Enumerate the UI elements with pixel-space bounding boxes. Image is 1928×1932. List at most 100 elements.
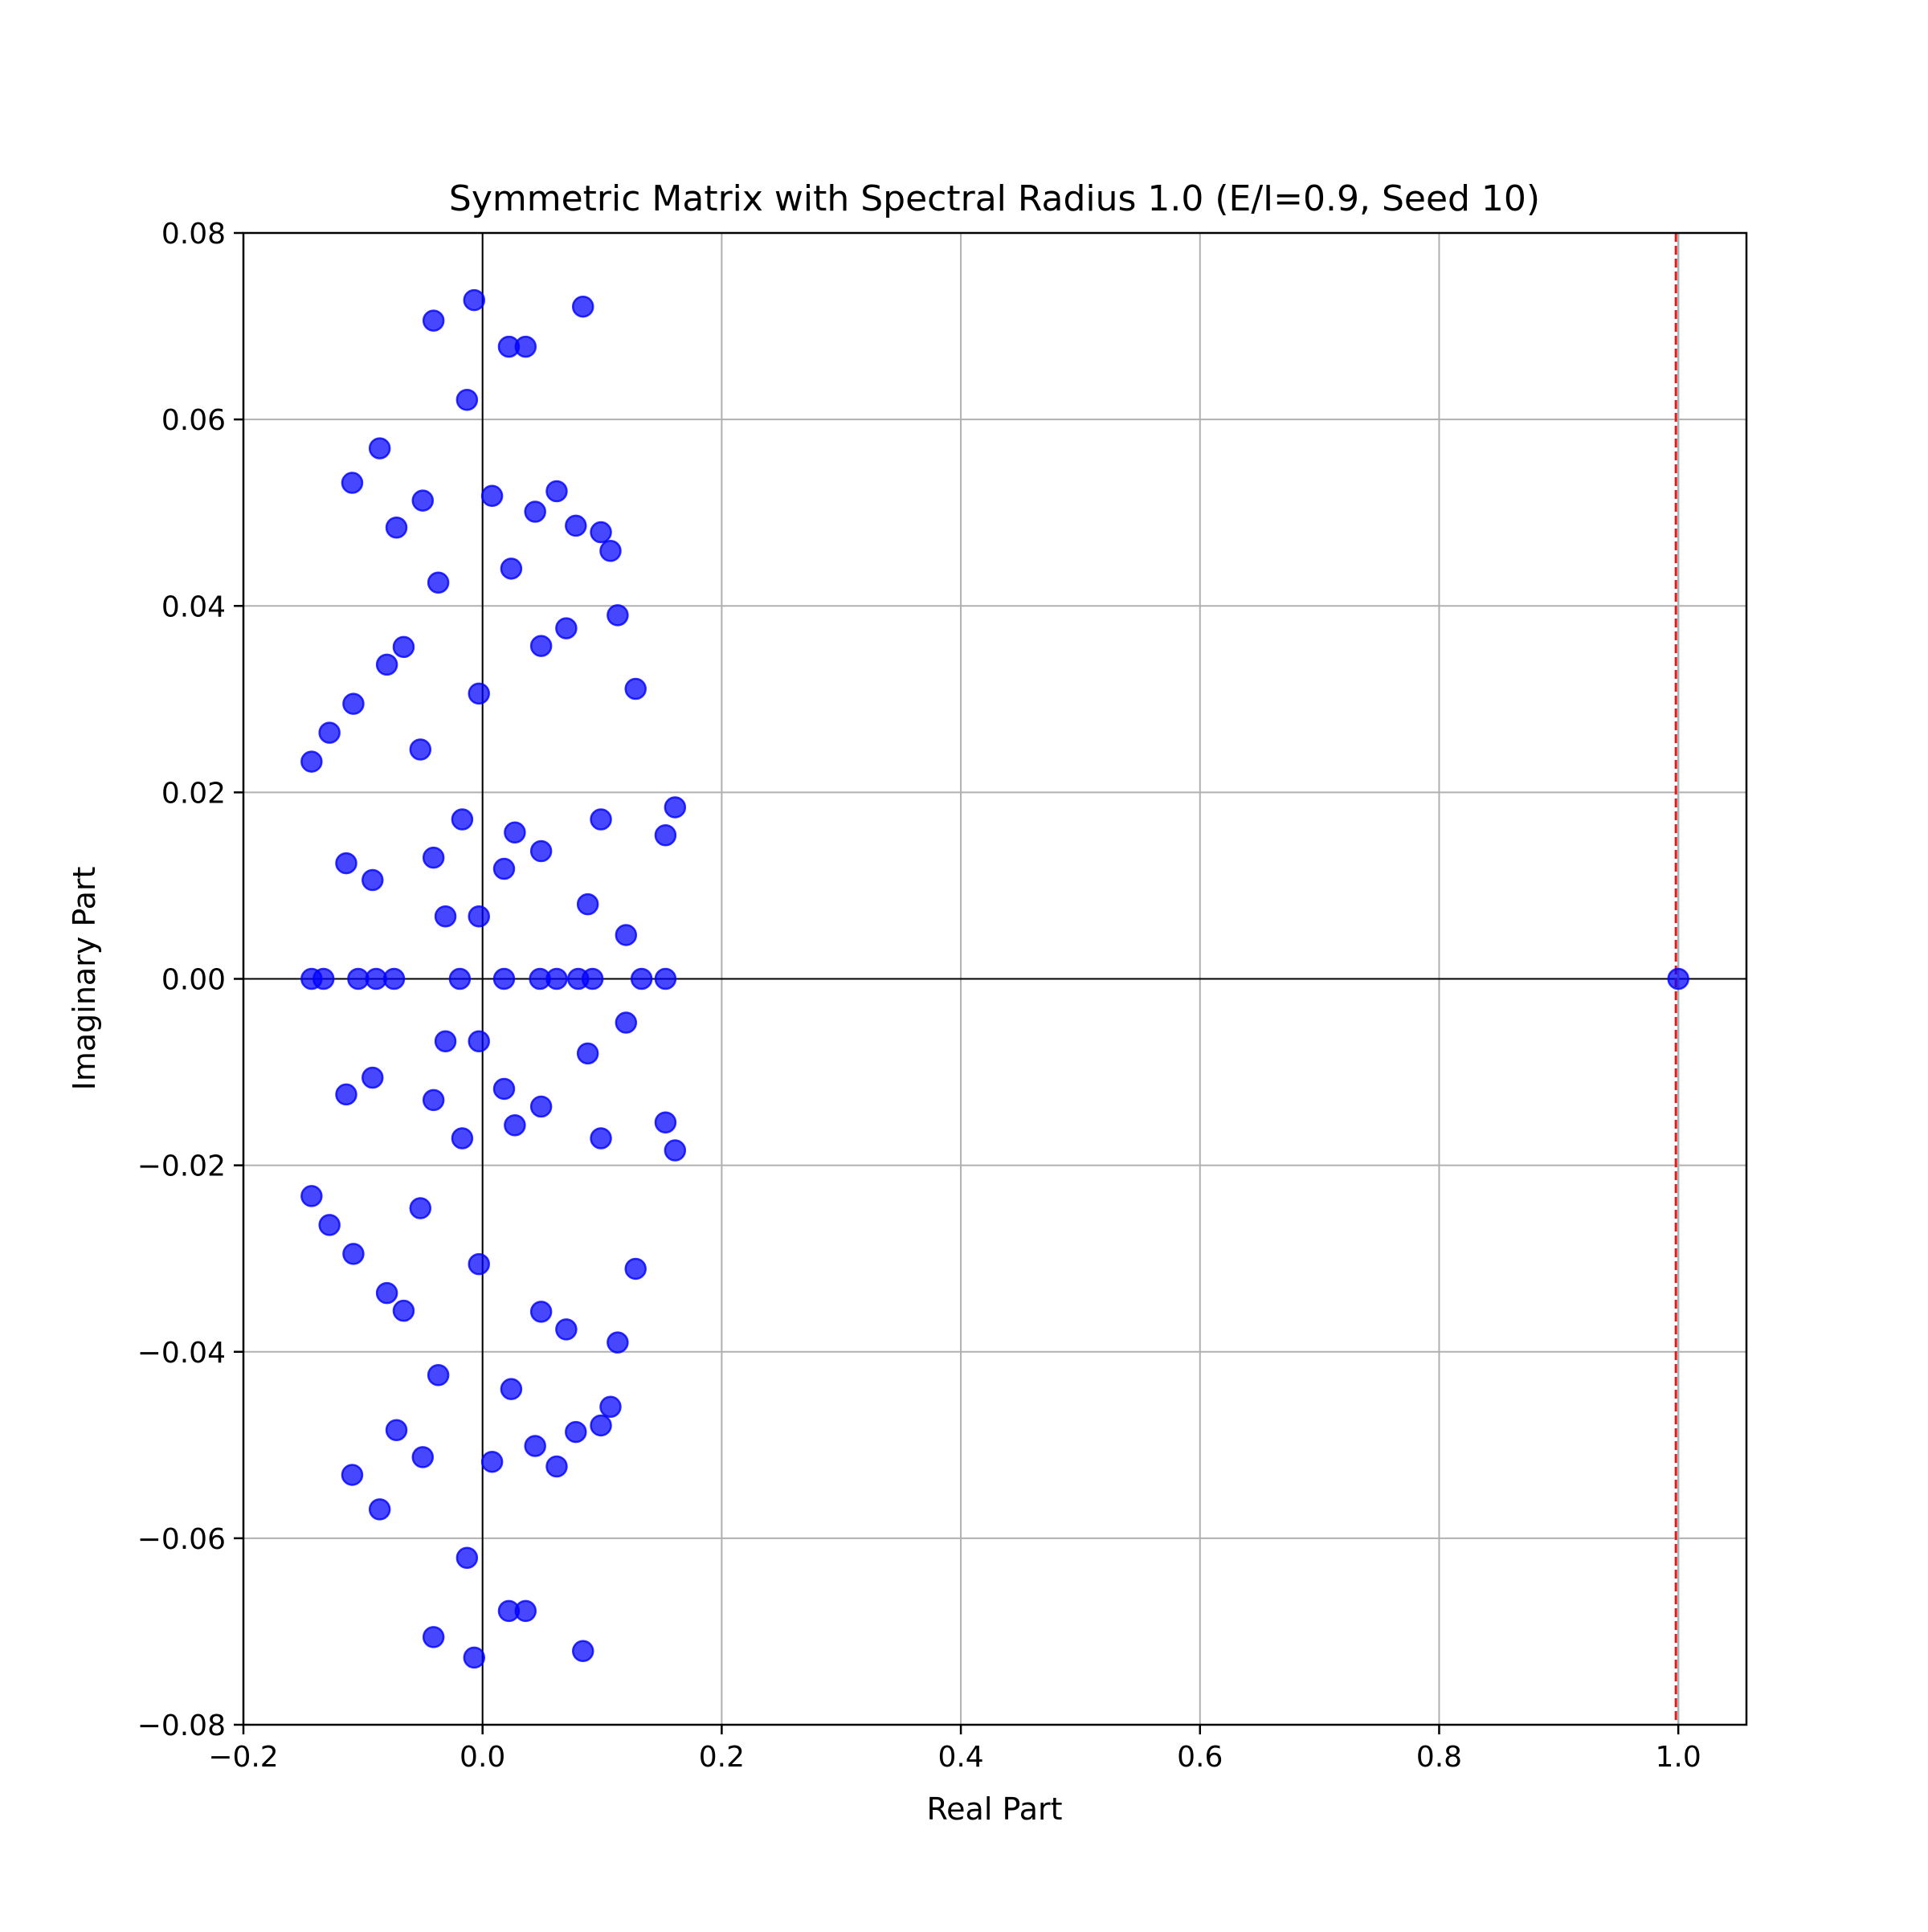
eigenvalue-point [422, 846, 445, 869]
eigenvalue-point [545, 480, 568, 503]
eigenvalue-point [576, 892, 599, 916]
eigenvalue-point [342, 692, 365, 715]
eigenvalue-point [492, 1077, 516, 1101]
y-axis-label: Imaginary Part [67, 867, 102, 1091]
eigenvalue-point [341, 1464, 364, 1486]
eigenvalue-point [545, 1455, 568, 1478]
eigenvalue-point [422, 309, 445, 332]
eigenvalue-point [451, 1127, 474, 1150]
eigenvalue-point [427, 1364, 450, 1387]
eigenvalue-point [468, 1030, 490, 1053]
eigenvalue-point [411, 489, 435, 512]
eigenvalue-point [411, 1446, 435, 1468]
y-tick-label: −0.04 [137, 1337, 226, 1370]
x-tick-label: 0.4 [937, 1741, 983, 1774]
eigenvalue-point [382, 967, 406, 991]
eigenvalue-point [654, 967, 677, 991]
eigenvalue-point [664, 796, 687, 819]
eigenvalue-point [434, 905, 457, 928]
eigenvalue-point [300, 750, 323, 773]
eigenvalue-point [565, 514, 587, 537]
eigenvalue-point [468, 682, 490, 705]
eigenvalue-point [590, 808, 612, 831]
x-tick-label: 0.6 [1177, 1741, 1223, 1774]
eigenvalue-point [448, 967, 472, 991]
eigenvalue-point [590, 521, 612, 544]
eigenvalue-point [318, 721, 341, 744]
eigenvalue-point [375, 1281, 398, 1305]
eigenvalue-point [607, 604, 629, 627]
eigenvalue-point [342, 1243, 365, 1265]
data-points [300, 288, 1689, 1669]
eigenvalue-point [590, 1127, 612, 1150]
eigenvalue-point [529, 635, 553, 657]
eigenvalue-point [630, 967, 653, 991]
eigenvalue-point [624, 1257, 647, 1281]
eigenvalue-point [492, 857, 516, 880]
eigenvalue-point [1667, 967, 1689, 991]
eigenvalue-point [514, 1599, 537, 1623]
eigenvalue-point [422, 1089, 445, 1112]
eigenvalue-point [514, 335, 537, 358]
eigenvalue-point [362, 1066, 384, 1089]
eigenvalue-point [463, 288, 486, 312]
eigenvalue-point [654, 1111, 677, 1133]
eigenvalue-point [468, 1252, 490, 1276]
eigenvalue-point [607, 1331, 629, 1354]
y-tick-label: 0.02 [161, 777, 226, 810]
x-axis-label: Real Part [926, 1791, 1062, 1827]
y-tick-label: −0.08 [137, 1709, 226, 1742]
eigenvalue-point [375, 653, 398, 676]
eigenvalue-point [599, 540, 622, 562]
eigenvalue-point [480, 484, 504, 508]
y-tick-label: −0.06 [137, 1523, 226, 1556]
eigenvalue-point [335, 1083, 357, 1106]
eigenvalue-point [392, 635, 415, 659]
x-tick-label: 0.2 [699, 1741, 745, 1774]
eigenvalue-point [555, 617, 578, 639]
eigenvalue-point [455, 1546, 479, 1569]
x-tick-label: 1.0 [1656, 1741, 1701, 1774]
eigenvalue-point [480, 1450, 504, 1473]
eigenvalue-point [463, 1646, 486, 1669]
x-tick-label: −0.2 [208, 1741, 278, 1774]
eigenvalue-point [571, 1640, 594, 1663]
eigenvalue-point [451, 808, 474, 831]
eigenvalue-point [590, 1414, 612, 1437]
eigenvalue-point [492, 967, 516, 991]
eigenvalue-point [341, 472, 364, 494]
eigenvalue-point [565, 1420, 587, 1444]
y-tick-label: 0.00 [161, 964, 226, 997]
x-tick-label: 0.8 [1416, 1741, 1462, 1774]
eigenvalue-point [664, 1139, 687, 1162]
eigenvalue-point [385, 1419, 408, 1441]
x-tick-label: 0.0 [460, 1741, 505, 1774]
eigenvalue-point [654, 824, 677, 847]
eigenvalue-point [599, 1395, 622, 1418]
eigenvalue-point [362, 868, 384, 892]
eigenvalue-point [468, 905, 490, 928]
y-tick-label: 0.08 [161, 218, 226, 251]
eigenvalue-point [529, 839, 553, 863]
eigenvalue-point [529, 1301, 553, 1323]
eigenvalue-point [524, 1435, 546, 1457]
eigenvalue-point [368, 1498, 391, 1521]
eigenvalue-point [576, 1042, 599, 1065]
eigenvalue-point [385, 517, 408, 539]
eigenvalue-point [409, 1197, 432, 1219]
eigenvalue-point [368, 437, 391, 460]
eigenvalue-point [335, 852, 357, 875]
eigenvalue-point [409, 738, 432, 761]
eigenvalue-point [615, 1011, 638, 1034]
y-tick-label: 0.06 [161, 404, 226, 437]
eigenvalue-point [392, 1299, 415, 1322]
eigenvalue-point [555, 1318, 578, 1341]
eigenvalue-point [500, 558, 523, 580]
y-tick-label: 0.04 [161, 590, 226, 623]
eigenvalue-point [300, 1185, 323, 1207]
eigenvalue-point [422, 1626, 445, 1648]
eigenvalue-point [427, 571, 450, 594]
eigenvalue-point [318, 1214, 341, 1236]
